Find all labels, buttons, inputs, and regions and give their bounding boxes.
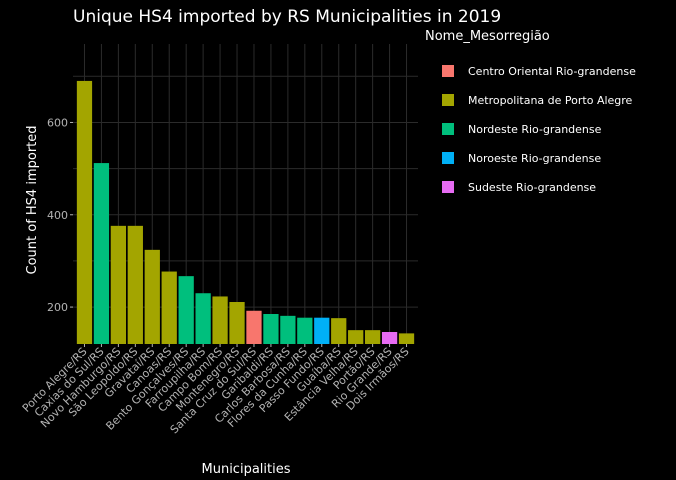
bar — [127, 225, 143, 344]
legend-label: Sudeste Rio-grandense — [468, 181, 596, 194]
legend-label: Nordeste Rio-grandense — [468, 123, 602, 136]
bar — [93, 163, 110, 344]
bar — [398, 333, 415, 344]
y-axis-ticks: 200 400 600 — [47, 116, 73, 314]
legend: Centro Oriental Rio-grandense Metropolita… — [442, 65, 636, 194]
bar — [297, 317, 313, 344]
bar — [246, 310, 262, 344]
bar — [263, 314, 279, 344]
legend-label: Noroeste Rio-grandense — [468, 152, 601, 165]
bar — [212, 296, 228, 344]
y-tick-label: 200 — [47, 301, 68, 314]
legend-swatch — [442, 94, 454, 106]
bar — [348, 330, 364, 344]
legend-label: Centro Oriental Rio-grandense — [468, 65, 636, 78]
legend-label: Metropolitana de Porto Alegre — [468, 94, 633, 107]
legend-swatch — [442, 152, 454, 164]
legend-title: Nome_Mesorregião — [425, 29, 550, 44]
bar — [331, 318, 347, 344]
bar — [280, 315, 296, 344]
legend-swatch — [442, 123, 454, 135]
bar — [195, 293, 211, 344]
bar — [229, 302, 245, 344]
bar — [178, 276, 194, 344]
x-axis-title: Municipalities — [202, 462, 291, 477]
bar — [364, 330, 381, 344]
y-axis-title: Count of HS4 imported — [25, 125, 40, 274]
chart-title: Unique HS4 imported by RS Municipalities… — [73, 7, 501, 27]
legend-swatch — [442, 181, 454, 193]
legend-swatch — [442, 65, 454, 77]
y-tick-label: 600 — [47, 116, 68, 129]
bars — [76, 80, 415, 344]
bar — [144, 249, 160, 344]
bar — [161, 271, 177, 344]
bar — [381, 332, 398, 344]
bar — [110, 225, 127, 344]
y-tick-label: 400 — [47, 209, 68, 222]
bar — [76, 80, 93, 344]
bar — [314, 317, 330, 344]
